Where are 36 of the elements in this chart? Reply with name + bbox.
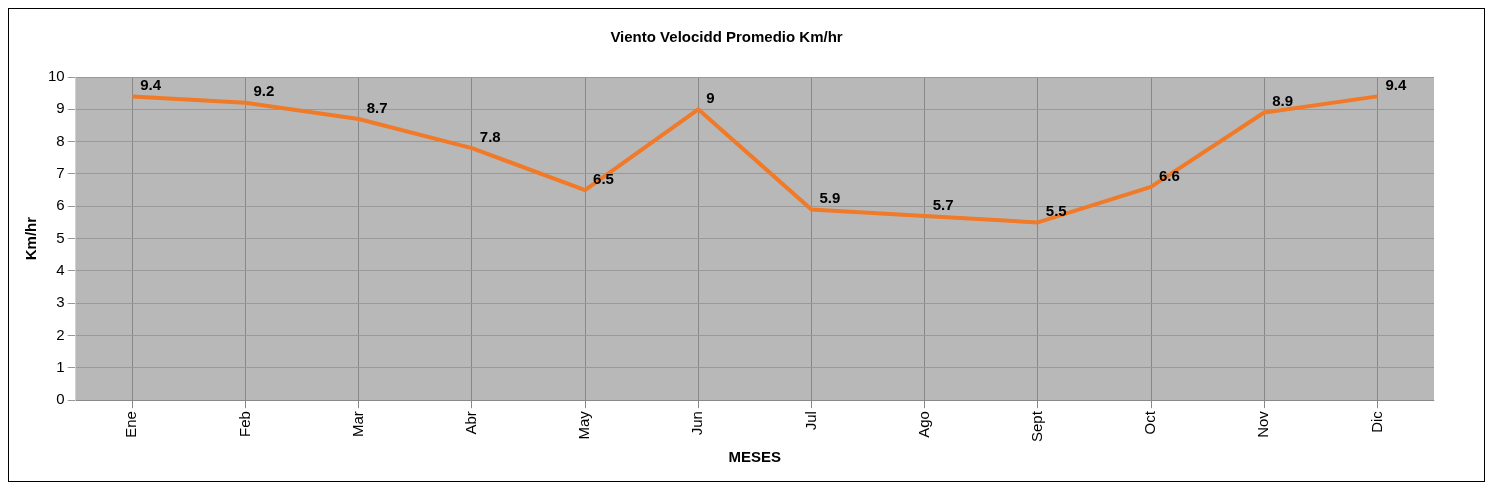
y-axis-title: Km/hr: [22, 216, 40, 261]
x-tick-label: May: [575, 410, 593, 440]
data-label: 9: [706, 88, 715, 106]
x-tick-label: Sept: [1027, 410, 1045, 442]
y-tick-label: 4: [56, 261, 65, 279]
y-tick-label: 8: [56, 131, 65, 149]
y-tick-label: 9: [56, 99, 65, 117]
x-tick-label: Dic: [1367, 410, 1385, 433]
y-tick-label: 6: [56, 196, 65, 214]
data-label: 5.7: [932, 195, 954, 213]
x-tick-label: Jun: [688, 411, 706, 436]
data-label: 7.8: [479, 127, 501, 145]
data-label: 5.9: [819, 189, 841, 207]
x-tick-label: Nov: [1254, 410, 1272, 438]
x-tick-label: Abr: [462, 411, 479, 435]
y-tick-label: 7: [56, 164, 65, 182]
data-label: 9.2: [253, 82, 275, 100]
x-tick-label: Oct: [1141, 410, 1159, 435]
y-tick-label: 3: [56, 293, 65, 311]
x-tick-label: Jul: [801, 411, 819, 431]
x-tick-label: Ene: [122, 411, 140, 438]
data-label: 8.9: [1272, 92, 1294, 110]
data-label: 9.4: [1385, 76, 1407, 94]
data-label: 5.5: [1045, 202, 1067, 220]
y-tick-label: 10: [48, 67, 65, 85]
data-label: 9.4: [140, 76, 162, 94]
y-tick-label: 0: [56, 390, 65, 408]
y-tick-label: 5: [56, 228, 65, 246]
x-tick-label: Feb: [235, 411, 253, 437]
y-tick-label: 2: [56, 325, 65, 343]
data-label: 8.7: [366, 98, 388, 116]
chart-title: Viento Velocidd Promedio Km/hr: [610, 28, 843, 46]
y-tick-label: 1: [56, 357, 65, 375]
x-tick-label: Ago: [914, 411, 932, 438]
x-axis-title: MESES: [728, 448, 782, 466]
x-tick-label: Mar: [348, 411, 366, 437]
